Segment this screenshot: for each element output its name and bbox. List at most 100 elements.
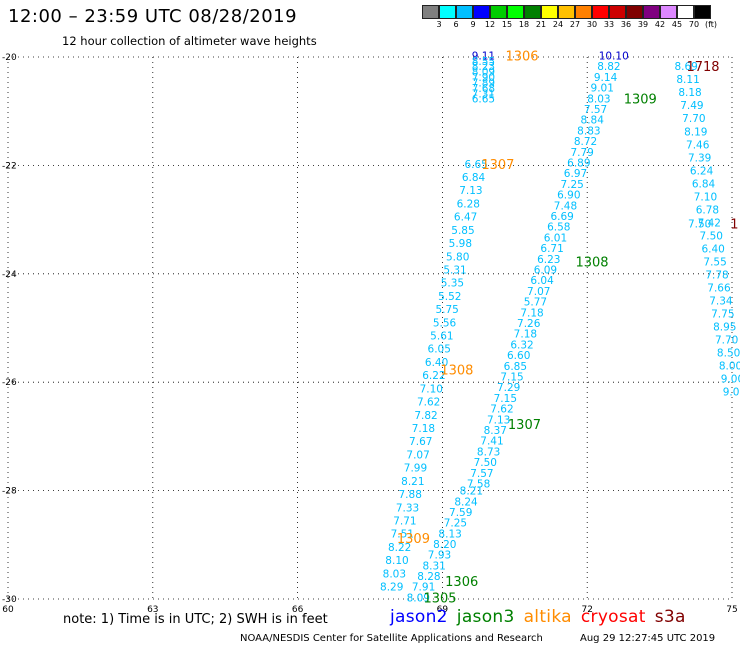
wave-height-value: 7.18	[520, 307, 543, 319]
legend-tick-label: 33	[603, 20, 615, 29]
x-tick-label: 72	[581, 605, 592, 615]
wave-height-value: 7.18	[412, 423, 435, 435]
wave-height-value: 9.00	[721, 373, 740, 385]
wave-height-value: 8.00	[719, 360, 740, 372]
wave-height-value: 7.50	[688, 218, 711, 230]
wave-height-value: 7.25	[560, 179, 583, 191]
wave-height-value: 10.10	[599, 50, 629, 62]
legend-tick-label: 3	[436, 20, 442, 29]
pass-number-label: 1306	[505, 49, 538, 64]
wave-height-value: 5.31	[443, 264, 466, 276]
y-tick-label: -26	[2, 378, 17, 388]
wave-height-value: 7.66	[707, 282, 731, 294]
legend-swatch	[677, 5, 694, 19]
color-legend: 3 6 9 12 15 18 21 24 27 30 33 36 39 42 45 70 (ft)	[422, 5, 740, 31]
wave-height-value: 8.73	[477, 446, 500, 458]
wave-height-value: 8.55	[472, 56, 495, 68]
pass-number-label: 1309	[397, 532, 430, 547]
wave-height-value: 7.75	[711, 308, 734, 320]
wave-height-value: 6.47	[454, 212, 477, 224]
wave-height-value: 7.82	[414, 410, 437, 422]
wave-height-value: 7.42	[698, 217, 721, 229]
footer-organization: NOAA/NESDIS Center for Satellite Applica…	[240, 633, 543, 644]
wave-height-value: 7.62	[490, 404, 513, 416]
wave-height-value: 8.69	[674, 61, 697, 73]
wave-height-value: 6.65	[472, 94, 495, 106]
legend-swatches	[422, 5, 740, 19]
legend-swatch	[490, 5, 507, 19]
wave-height-value: 7.78	[705, 269, 728, 281]
wave-height-value: 8.13	[438, 528, 461, 540]
pass-number-label: 1307	[481, 158, 514, 173]
wave-height-value: 6.84	[692, 178, 716, 190]
wave-height-value: 6.97	[564, 168, 587, 180]
wave-height-value: 6.60	[507, 350, 530, 362]
wave-height-value: 6.28	[457, 198, 480, 210]
footer-note: note: 1) Time is in UTC; 2) SWH is in fe…	[63, 612, 328, 627]
legend-tick-label: 70	[688, 20, 700, 29]
wave-height-value: 7.49	[680, 100, 703, 112]
wave-height-value: 8.09	[472, 67, 495, 79]
wave-height-value: 7.91	[412, 582, 435, 594]
wave-height-value: 6.32	[510, 339, 533, 351]
pass-number-label: 1305	[423, 591, 456, 606]
wave-height-value: 7.50	[474, 457, 497, 469]
wave-height-value: 7.71	[393, 515, 416, 527]
y-tick-label: -20	[2, 53, 17, 63]
wave-height-value: 6.01	[544, 232, 567, 244]
legend-swatch	[541, 5, 558, 19]
legend-tick-label: 24	[552, 20, 564, 29]
wave-height-value: 8.09	[407, 592, 430, 604]
wave-height-value: 7.07	[406, 449, 429, 461]
wave-height-value: 5.98	[449, 238, 472, 250]
legend-unit: (ft)	[704, 20, 718, 29]
x-tick-label: 63	[147, 605, 158, 615]
wave-height-value: 6.04	[530, 275, 554, 287]
legend-swatch	[473, 5, 490, 19]
legend-swatch	[609, 5, 626, 19]
wave-height-value: 7.48	[554, 200, 577, 212]
satellite-jason2-label: jason2	[390, 607, 448, 627]
wave-height-value: 6.24	[690, 165, 714, 177]
wave-height-value: 7.99	[404, 463, 427, 475]
wave-height-value: 7.79	[570, 147, 593, 159]
wave-height-value: 5.56	[433, 317, 457, 329]
wave-height-value: 6.05	[428, 344, 451, 356]
y-tick-label: -24	[2, 270, 17, 280]
legend-swatch	[524, 5, 541, 19]
wave-height-value: 6.22	[422, 370, 445, 382]
wave-height-value: 6.78	[696, 204, 719, 216]
wave-height-value: 8.22	[388, 542, 411, 554]
wave-height-value: 7.51	[391, 529, 414, 541]
y-tick-label: -30	[2, 595, 17, 605]
wave-height-value: 6.90	[557, 190, 580, 202]
legend-tick-label: 9	[470, 20, 476, 29]
legend-tick-label: 30	[586, 20, 598, 29]
wave-height-value: 7.15	[500, 372, 523, 384]
pass-number-label: 1308	[575, 255, 608, 270]
wave-height-value: 7.93	[428, 550, 451, 562]
footer-timestamp: Aug 29 12:27:45 UTC 2019	[580, 633, 716, 644]
legend-tick-label: 6	[453, 20, 459, 29]
legend-tick-label: 18	[518, 20, 530, 29]
wave-height-value: 8.82	[597, 61, 620, 73]
wave-height-value: 6.65	[464, 159, 487, 171]
x-tick-label: 69	[437, 605, 449, 615]
wave-height-value: 7.13	[459, 185, 482, 197]
wave-height-value: 8.50	[717, 347, 740, 359]
wave-height-value: 8.29	[380, 582, 403, 594]
wave-height-value: 7.67	[409, 436, 432, 448]
legend-swatch	[694, 5, 711, 19]
wave-height-value: 8.18	[678, 87, 701, 99]
legend-swatch	[439, 5, 456, 19]
wave-height-value: 6.09	[534, 265, 557, 277]
wave-height-value: 8.24	[454, 496, 478, 508]
wave-height-value: 8.19	[684, 126, 707, 138]
pass-number-label: 1306	[445, 575, 478, 590]
wave-height-value: 7.15	[494, 393, 517, 405]
wave-height-value: 6.23	[537, 254, 560, 266]
wave-height-value: 5.77	[524, 297, 547, 309]
wave-height-value: 8.37	[484, 425, 507, 437]
legend-tick-label: 45	[671, 20, 683, 29]
